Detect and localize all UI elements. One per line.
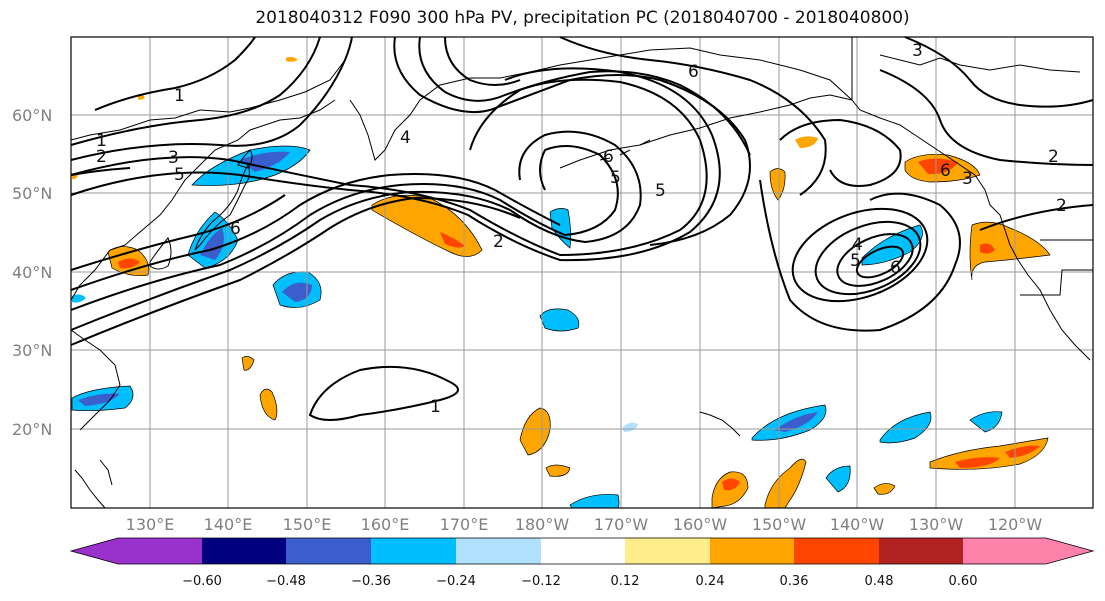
pv-contours [70, 36, 1094, 421]
colorbar-outline [69, 537, 1095, 565]
contour-label: 6 [890, 258, 901, 278]
colorbar-tick: 0.24 [696, 574, 725, 589]
contour-label: 3 [962, 169, 973, 189]
colorbar-tick: −0.60 [182, 574, 222, 589]
lon-label: 130°W [909, 515, 964, 534]
colorbar-tick: −0.36 [351, 574, 391, 589]
colorbar-tick: 0.12 [611, 574, 640, 589]
colorbar-segment [879, 538, 963, 564]
contour-label: 4 [852, 235, 863, 255]
contour-label: 6 [603, 147, 614, 167]
colorbar-segment [963, 538, 1046, 564]
lon-label: 160°W [673, 515, 728, 534]
colorbar-segment [625, 538, 710, 564]
colorbar-segment [710, 538, 794, 564]
colorbar-extend-max [1046, 538, 1093, 564]
colorbar-tick: 0.48 [865, 574, 894, 589]
contour-label: 6 [940, 161, 951, 181]
coastlines [70, 37, 1093, 509]
contour-label: 3 [912, 41, 923, 61]
contour-label: 2 [96, 147, 107, 167]
colorbar: −0.60 −0.48 −0.36 −0.24 −0.12 0.12 0.24 … [69, 537, 1095, 589]
contour-label: 5 [610, 168, 621, 188]
map-frame [70, 36, 1094, 509]
contour-label: 1 [430, 397, 441, 417]
colorbar-tick: −0.12 [521, 574, 561, 589]
lat-label: 40°N [12, 263, 52, 282]
lon-label: 120°W [988, 515, 1043, 534]
colorbar-tick: −0.48 [266, 574, 306, 589]
contour-label: 4 [400, 128, 411, 148]
map-title: 2018040312 F090 300 hPa PV, precipitatio… [255, 8, 910, 28]
lat-label: 60°N [12, 106, 52, 125]
lon-label: 150°E [283, 515, 332, 534]
lat-label: 20°N [12, 420, 52, 439]
longitude-labels: 130°E 140°E 150°E 160°E 170°E 180°W 170°… [126, 515, 1043, 534]
lon-label: 140°W [830, 515, 885, 534]
colorbar-tick: 0.36 [780, 574, 809, 589]
lon-label: 180°W [515, 515, 570, 534]
colorbar-tick: −0.24 [436, 574, 476, 589]
colorbar-tick: 0.60 [949, 574, 978, 589]
lon-label: 150°W [752, 515, 807, 534]
lon-label: 170°E [440, 515, 489, 534]
contour-label: 5 [174, 165, 185, 185]
lat-label: 30°N [12, 341, 52, 360]
lon-label: 170°W [594, 515, 649, 534]
colorbar-segment [371, 538, 456, 564]
colorbar-segment [794, 538, 879, 564]
colorbar-segment [541, 538, 625, 564]
contour-label: 5 [655, 181, 666, 201]
contour-labels: 1 1 2 3 5 6 6 6 5 5 4 3 2 2 6 4 5 6 3 2 … [96, 41, 1067, 417]
colorbar-segment [456, 538, 541, 564]
colorbar-segment [118, 538, 202, 564]
contour-label: 1 [96, 131, 107, 151]
lon-label: 140°E [204, 515, 253, 534]
contour-label: 2 [1056, 196, 1067, 216]
colorbar-extend-min [71, 538, 118, 564]
latitude-labels: 60°N 50°N 40°N 30°N 20°N [12, 106, 52, 439]
colorbar-segment [202, 538, 286, 564]
contour-label: 2 [1048, 147, 1059, 167]
lon-label: 130°E [126, 515, 175, 534]
lon-label: 160°E [361, 515, 410, 534]
contour-label: 6 [688, 62, 699, 82]
precip-shading [71, 56, 1051, 509]
contour-label: 3 [168, 148, 179, 168]
contour-label: 2 [493, 232, 504, 252]
contour-label: 6 [230, 219, 241, 239]
contour-label: 1 [174, 86, 185, 106]
contour-label: 5 [850, 251, 861, 271]
lat-label: 50°N [12, 184, 52, 203]
colorbar-segment [286, 538, 371, 564]
